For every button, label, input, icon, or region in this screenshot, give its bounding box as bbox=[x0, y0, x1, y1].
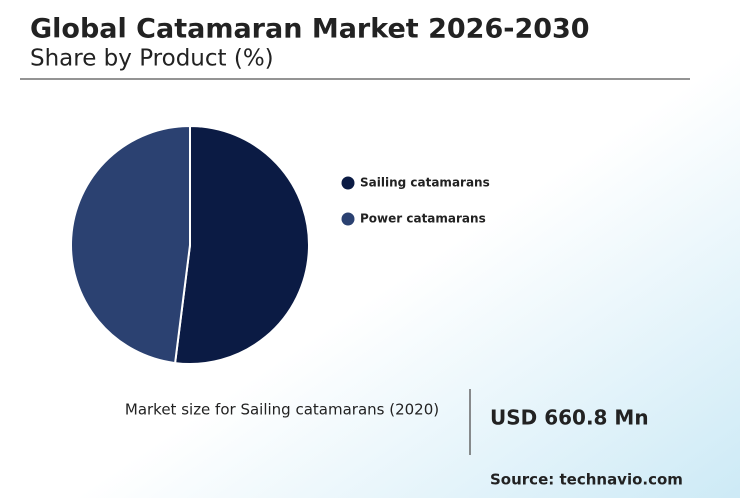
chart-title: Global Catamaran Market 2026-2030 bbox=[30, 14, 590, 45]
pie-slice bbox=[173, 124, 310, 365]
legend: Sailing catamarans Power catamarans bbox=[341, 176, 490, 226]
annotation-value: USD 660.8 Mn bbox=[490, 406, 649, 430]
legend-label: Power catamarans bbox=[360, 212, 486, 226]
legend-label: Sailing catamarans bbox=[360, 176, 490, 190]
pie-slice bbox=[70, 124, 191, 365]
legend-swatch bbox=[341, 176, 355, 190]
chart-subtitle: Share by Product (%) bbox=[30, 46, 274, 72]
source: Source: technavio.com bbox=[490, 471, 683, 489]
annotation-label: Market size for Sailing catamarans (2020… bbox=[125, 401, 439, 419]
pie bbox=[70, 124, 310, 365]
legend-swatch bbox=[341, 212, 355, 226]
